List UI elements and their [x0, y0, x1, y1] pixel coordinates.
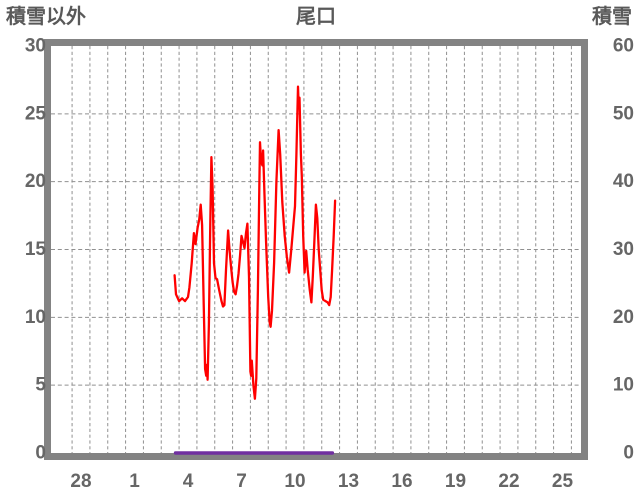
x-tick-label: 7 — [236, 471, 247, 492]
y-right-tick-label: 20 — [613, 307, 634, 328]
y-right-tick-label: 50 — [613, 103, 634, 124]
x-tick-label: 25 — [552, 471, 574, 492]
non-snow-red-line — [173, 85, 337, 400]
x-tick-label: 4 — [183, 471, 194, 492]
y-left-tick-label: 5 — [35, 375, 46, 396]
y-right-tick-label: 40 — [613, 171, 634, 192]
y-right-tick-label: 60 — [613, 36, 634, 57]
x-tick-label: 28 — [70, 471, 91, 492]
y-left-tick-label: 15 — [25, 239, 47, 260]
y-left-tick-label: 25 — [25, 103, 47, 124]
x-tick-label: 19 — [445, 471, 466, 492]
x-axis-labels: 28 1 4 7 10 13 16 19 22 25 — [70, 471, 573, 492]
y-axis-right-labels: 60 50 40 30 20 10 0 — [613, 36, 634, 464]
y-left-tick-label: 30 — [25, 36, 46, 57]
y-axis-left-labels: 30 25 20 15 10 5 0 — [25, 36, 47, 464]
x-tick-label: 10 — [284, 471, 305, 492]
right-axis-title: 積雪 — [592, 5, 632, 28]
x-tick-label: 13 — [338, 471, 359, 492]
chart-title: 尾口 — [296, 6, 336, 28]
y-left-tick-label: 10 — [25, 307, 46, 328]
y-left-tick-label: 20 — [25, 171, 46, 192]
y-right-tick-label: 30 — [613, 239, 634, 260]
y-right-tick-label: 10 — [613, 375, 634, 396]
x-tick-label: 22 — [498, 471, 519, 492]
y-left-tick-label: 0 — [35, 443, 46, 464]
x-tick-label: 16 — [391, 471, 412, 492]
plot-frame — [44, 39, 588, 460]
x-tick-label: 1 — [129, 471, 140, 492]
y-right-tick-label: 0 — [623, 443, 634, 464]
left-axis-title: 積雪以外 — [6, 4, 86, 28]
series-layer — [173, 85, 337, 455]
gridlines — [51, 46, 581, 453]
